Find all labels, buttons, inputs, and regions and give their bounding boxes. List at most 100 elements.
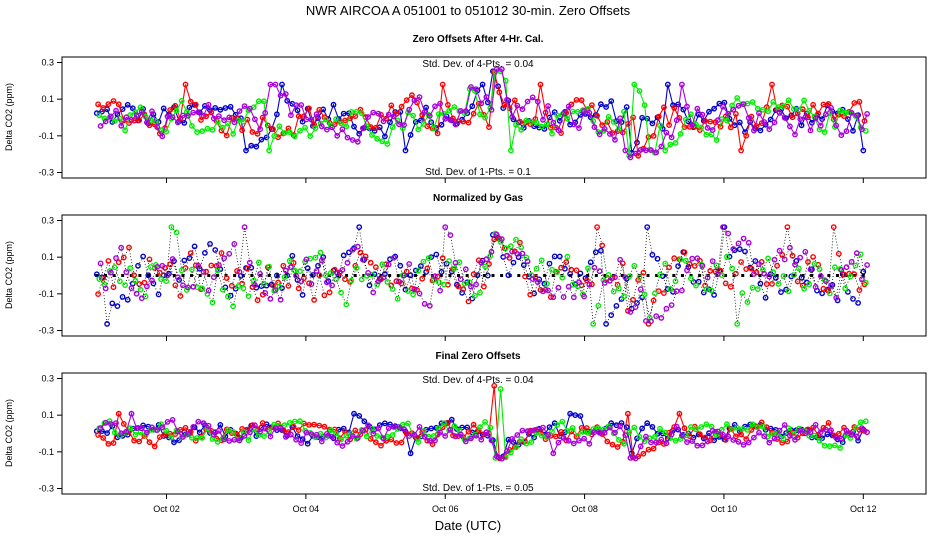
data-point <box>775 280 782 287</box>
data-point <box>212 105 219 111</box>
data-point <box>751 434 757 441</box>
data-point <box>381 420 388 427</box>
data-point <box>231 240 238 247</box>
data-point <box>699 111 706 118</box>
y-axis-label: Delta CO2 (ppm) <box>4 83 14 151</box>
data-point <box>128 117 135 123</box>
data-point <box>416 290 423 297</box>
data-point <box>648 318 654 325</box>
data-point <box>842 285 849 292</box>
data-point <box>797 254 804 261</box>
series-group <box>93 382 870 462</box>
data-point <box>149 277 155 284</box>
data-point <box>188 266 195 273</box>
data-point <box>757 280 764 287</box>
data-point <box>504 96 510 103</box>
data-point <box>802 114 809 121</box>
data-point <box>663 129 670 136</box>
data-point <box>766 273 773 280</box>
data-point <box>740 441 747 448</box>
data-point <box>540 116 546 123</box>
data-point <box>603 320 609 327</box>
data-point <box>730 437 737 443</box>
data-point <box>554 112 561 119</box>
data-point <box>667 285 674 292</box>
data-point <box>621 108 627 115</box>
data-point <box>573 267 580 274</box>
data-point <box>600 277 607 283</box>
data-point <box>859 276 865 283</box>
data-point <box>574 432 581 439</box>
mean-marker <box>233 274 237 277</box>
mean-marker <box>792 274 796 277</box>
data-point <box>774 262 780 269</box>
data-point <box>100 105 107 111</box>
data-point <box>826 290 833 297</box>
data-point <box>528 439 535 445</box>
mean-marker <box>457 274 461 277</box>
data-point <box>862 279 869 286</box>
data-point <box>408 285 415 292</box>
data-point <box>664 81 671 88</box>
x-tick-label: Oct 04 <box>293 504 320 514</box>
data-point <box>415 126 422 133</box>
data-point <box>666 264 672 271</box>
data-point <box>129 105 136 112</box>
data-point <box>307 133 314 140</box>
data-point <box>462 266 469 273</box>
data-point <box>231 119 238 126</box>
data-point <box>281 130 288 136</box>
data-point <box>224 293 231 300</box>
data-point <box>133 112 140 119</box>
data-point <box>610 119 617 125</box>
data-point <box>488 248 495 255</box>
data-point <box>625 410 631 417</box>
data-point <box>763 281 770 287</box>
data-point <box>177 293 184 299</box>
data-point <box>848 258 855 265</box>
data-point <box>689 438 696 444</box>
data-point <box>465 428 472 435</box>
data-point <box>704 125 711 131</box>
data-point <box>739 290 746 296</box>
data-point <box>410 291 416 298</box>
mean-marker <box>586 274 590 277</box>
data-point <box>487 424 494 431</box>
data-point <box>221 436 228 443</box>
data-point <box>631 262 638 269</box>
data-point <box>437 287 443 294</box>
data-point <box>664 286 671 292</box>
data-point <box>749 284 756 291</box>
y-tick-label: -0.3 <box>38 168 54 178</box>
data-point <box>668 134 675 141</box>
data-point <box>245 293 252 299</box>
data-point <box>662 429 669 436</box>
data-point <box>438 121 445 128</box>
data-point <box>142 432 149 439</box>
data-point <box>334 270 341 276</box>
data-point <box>108 421 114 427</box>
data-point <box>385 261 392 268</box>
data-point <box>451 265 458 272</box>
data-point <box>387 119 393 126</box>
data-point <box>483 256 490 263</box>
data-point <box>187 98 194 105</box>
data-point <box>853 112 860 119</box>
data-point <box>842 109 849 116</box>
data-point <box>276 283 283 290</box>
data-point <box>248 142 255 149</box>
data-point <box>241 224 248 231</box>
data-point <box>286 257 293 264</box>
data-point <box>833 294 840 301</box>
data-point <box>862 418 869 425</box>
data-point <box>138 295 145 302</box>
data-point <box>556 117 563 124</box>
data-point <box>401 122 407 129</box>
tick-group: -0.3 -0.1 0.1 0.3 <box>38 374 864 499</box>
data-point <box>703 131 710 138</box>
data-point <box>108 269 114 276</box>
data-point <box>411 97 418 104</box>
data-point <box>565 437 572 444</box>
data-point <box>241 103 248 110</box>
data-point <box>308 281 315 287</box>
